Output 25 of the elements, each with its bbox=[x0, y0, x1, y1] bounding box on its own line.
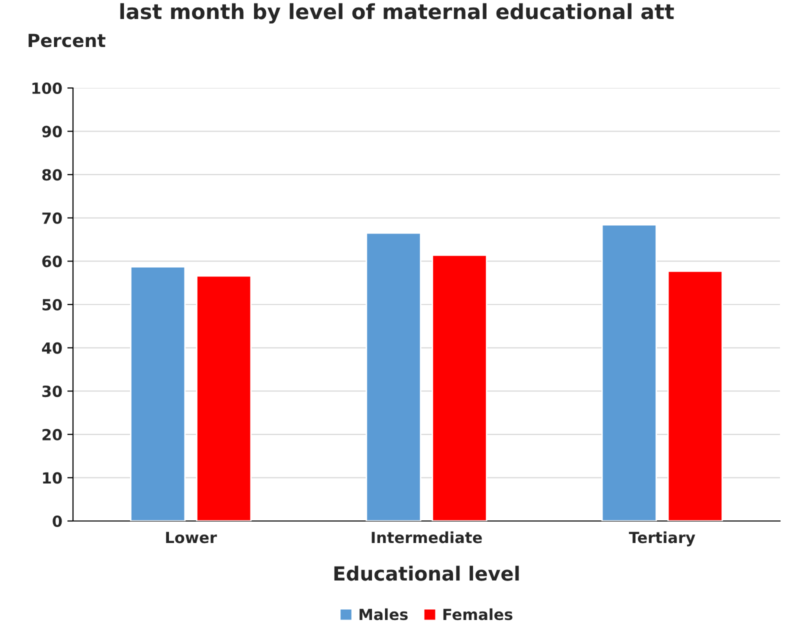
bar bbox=[366, 232, 422, 521]
bar bbox=[196, 275, 252, 521]
bar bbox=[601, 224, 657, 521]
y-tick-label: 30 bbox=[42, 386, 62, 398]
bar bbox=[130, 266, 186, 521]
bar bbox=[432, 254, 488, 521]
x-tick-label: Intermediate bbox=[372, 531, 482, 544]
y-tick-label: 10 bbox=[43, 472, 62, 484]
y-tick-label: 40 bbox=[42, 342, 62, 354]
y-tick-label: 20 bbox=[42, 428, 62, 440]
legend-label: Females bbox=[443, 608, 512, 620]
y-tick-label: 0 bbox=[52, 515, 62, 528]
y-tick-label: 70 bbox=[42, 212, 62, 224]
y-tick-label: 80 bbox=[42, 169, 62, 181]
x-tick-label: Tertiary bbox=[628, 531, 696, 546]
y-tick-label: 90 bbox=[42, 126, 62, 138]
bar bbox=[667, 270, 723, 521]
y-tick-label: 100 bbox=[32, 82, 62, 94]
x-axis-title: Educational level bbox=[334, 566, 519, 581]
chart-title: last month by level of maternal educational att bbox=[120, 3, 674, 24]
y-tick-label: 50 bbox=[42, 298, 62, 311]
y-axis-title: Percent bbox=[28, 34, 106, 48]
legend-label: Males bbox=[360, 608, 408, 620]
y-tick-label: 60 bbox=[42, 256, 62, 268]
x-tick-label: Lower bbox=[166, 532, 217, 544]
